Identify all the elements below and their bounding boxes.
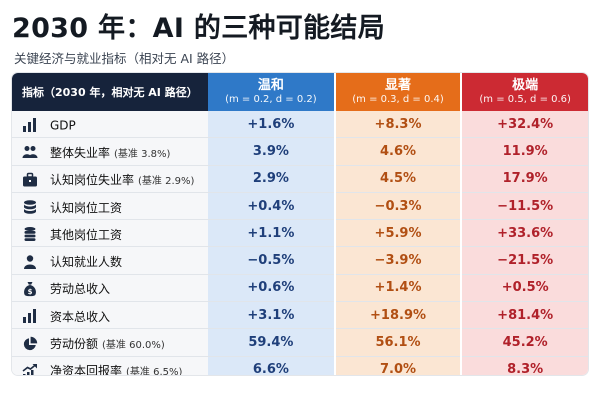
scenario-table: 指标（2030 年，相对无 AI 路径） 温和 (m = 0.2, d = 0.… [12, 73, 588, 375]
value-cell-extreme: 17.9% [460, 165, 588, 193]
scenario-params: (m = 0.3, d = 0.4) [352, 94, 444, 105]
value-cell-mild: +0.4% [208, 192, 335, 221]
value-cell-significant: −0.3% [333, 192, 462, 221]
value-cell-significant: 4.5% [333, 165, 462, 193]
value-cell-significant: +1.4% [333, 274, 462, 303]
people-icon [22, 144, 38, 160]
scenario-header-extreme: 极端 (m = 0.5, d = 0.6) [460, 73, 588, 111]
scenario-name: 显著 [385, 78, 412, 93]
value-cell-extreme: 8.3% [460, 356, 588, 375]
value-cell-mild: +1.1% [208, 219, 335, 248]
indicator-label: 资本总收入 [50, 309, 111, 324]
value-cell-significant: 4.6% [333, 137, 462, 166]
indicator-label: 认知就业人数 [50, 255, 123, 270]
indicator-label: GDP [50, 118, 76, 133]
value-cell-mild: +1.6% [208, 111, 335, 139]
indicator-cell: GDP [12, 111, 209, 139]
value-cell-significant: +18.9% [333, 301, 462, 330]
value-cell-extreme: −21.5% [460, 246, 588, 275]
indicator-label: 认知岗位失业率 [50, 173, 135, 188]
value-cell-significant: +5.9% [333, 219, 462, 248]
value-cell-extreme: +32.4% [460, 111, 588, 139]
indicator-label: 认知岗位工资 [50, 200, 123, 215]
indicator-column-header: 指标（2030 年，相对无 AI 路径） [12, 73, 209, 111]
indicator-cell: 认知岗位失业率 (基准 2.9%) [12, 165, 209, 193]
table-row: 其他岗位工资 +1.1% +5.9% +33.6% [12, 219, 588, 248]
table-row: 资本总收入 +3.1% +18.9% +81.4% [12, 301, 588, 330]
value-cell-mild: +3.1% [208, 301, 335, 330]
value-cell-significant: 7.0% [333, 356, 462, 375]
table-row: 劳动份额 (基准 60.0%) 59.4% 56.1% 45.2% [12, 328, 588, 357]
value-cell-mild: 3.9% [208, 137, 335, 166]
indicator-cell: 资本总收入 [12, 301, 209, 330]
table-row: 净资本回报率 (基准 6.5%) 6.6% 7.0% 8.3% [12, 356, 588, 375]
indicator-cell: 劳动份额 (基准 60.0%) [12, 328, 209, 357]
bar-chart-icon [22, 308, 38, 324]
value-cell-extreme: 45.2% [460, 328, 588, 357]
scenario-params: (m = 0.2, d = 0.2) [225, 94, 317, 105]
value-cell-extreme: +0.5% [460, 274, 588, 303]
scenario-table-card: 指标（2030 年，相对无 AI 路径） 温和 (m = 0.2, d = 0.… [12, 73, 588, 375]
bar-chart-icon [22, 117, 38, 133]
indicator-label: 净资本回报率 [50, 364, 123, 375]
person-icon [22, 254, 38, 270]
baseline-note: (基准 3.8%) [114, 148, 171, 160]
indicator-label: 劳动份额 [50, 337, 99, 352]
table-row: $ 劳动总收入 +0.6% +1.4% +0.5% [12, 274, 588, 303]
scenario-name: 极端 [512, 78, 539, 93]
trend-up-icon [22, 363, 38, 375]
table-header-row: 指标（2030 年，相对无 AI 路径） 温和 (m = 0.2, d = 0.… [12, 73, 588, 111]
value-cell-significant: −3.9% [333, 246, 462, 275]
value-cell-extreme: −11.5% [460, 192, 588, 221]
value-cell-mild: 2.9% [208, 165, 335, 193]
value-cell-mild: +0.6% [208, 274, 335, 303]
indicator-label: 其他岗位工资 [50, 227, 123, 242]
value-cell-mild: 6.6% [208, 356, 335, 375]
value-cell-extreme: 11.9% [460, 137, 588, 166]
indicator-label: 整体失业率 [50, 145, 111, 160]
value-cell-mild: 59.4% [208, 328, 335, 357]
value-cell-significant: 56.1% [333, 328, 462, 357]
table-row: 认知就业人数 −0.5% −3.9% −21.5% [12, 246, 588, 275]
coin-stack-icon [22, 226, 38, 242]
indicator-cell: 净资本回报率 (基准 6.5%) [12, 356, 209, 375]
scenario-header-mild: 温和 (m = 0.2, d = 0.2) [208, 73, 335, 111]
value-cell-mild: −0.5% [208, 246, 335, 275]
indicator-label: 劳动总收入 [50, 282, 111, 297]
baseline-note: (基准 2.9%) [138, 176, 195, 188]
coins-icon [22, 199, 38, 215]
indicator-cell: 其他岗位工资 [12, 219, 209, 248]
indicator-cell: $ 劳动总收入 [12, 274, 209, 303]
scenario-name: 温和 [257, 78, 284, 93]
money-bag-icon: $ [22, 281, 38, 297]
scenario-header-significant: 显著 (m = 0.3, d = 0.4) [333, 73, 462, 111]
baseline-note: (基准 6.5%) [126, 367, 183, 375]
indicator-cell: 认知就业人数 [12, 246, 209, 275]
value-cell-extreme: +33.6% [460, 219, 588, 248]
page-title: 2030 年：AI 的三种可能结局 [12, 13, 385, 44]
baseline-note: (基准 60.0%) [102, 340, 165, 352]
scenario-params: (m = 0.5, d = 0.6) [479, 94, 571, 105]
table-row: GDP +1.6% +8.3% +32.4% [12, 111, 588, 139]
svg-text:$: $ [28, 288, 33, 296]
page-subtitle: 关键经济与就业指标（相对无 AI 路径） [14, 51, 235, 66]
value-cell-extreme: +81.4% [460, 301, 588, 330]
table-row: 整体失业率 (基准 3.8%) 3.9% 4.6% 11.9% [12, 137, 588, 166]
value-cell-significant: +8.3% [333, 111, 462, 139]
briefcase-icon [22, 172, 38, 188]
indicator-cell: 整体失业率 (基准 3.8%) [12, 137, 209, 166]
table-row: 认知岗位失业率 (基准 2.9%) 2.9% 4.5% 17.9% [12, 165, 588, 193]
table-row: 认知岗位工资 +0.4% −0.3% −11.5% [12, 192, 588, 221]
pie-chart-icon [22, 336, 38, 352]
indicator-cell: 认知岗位工资 [12, 192, 209, 221]
